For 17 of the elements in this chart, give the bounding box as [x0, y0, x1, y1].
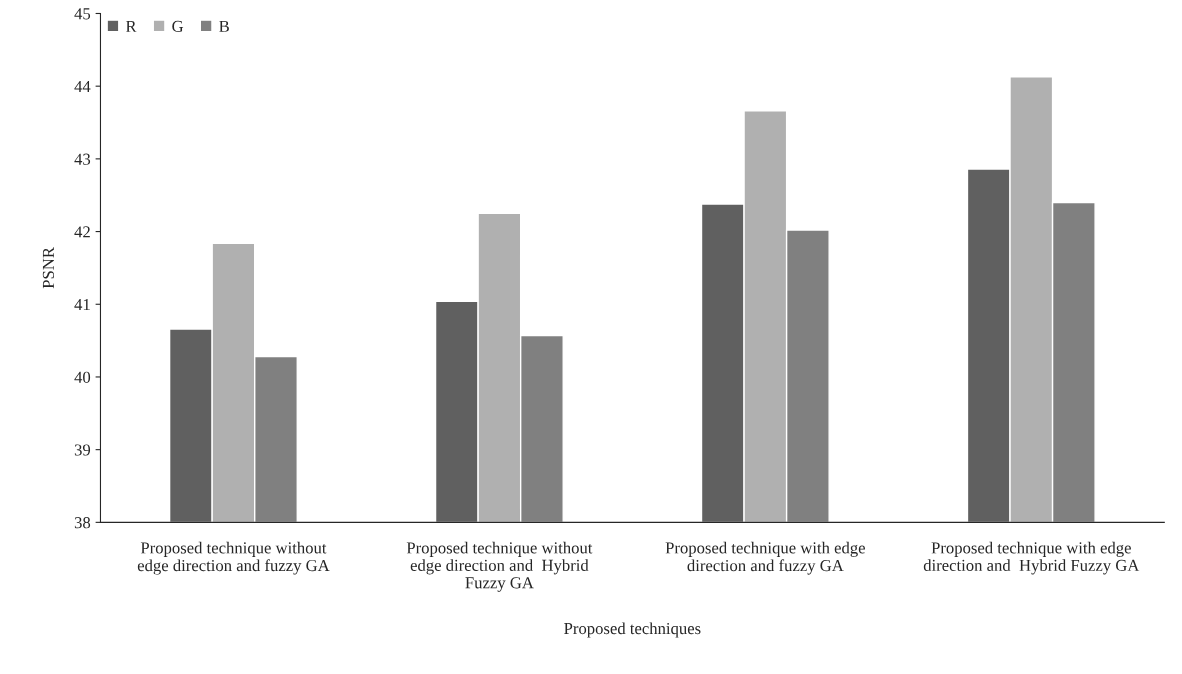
legend-label: B [219, 20, 229, 32]
legend-label: G [172, 20, 184, 32]
x-tick-label: Proposed technique without edge direction and fuzzy GA [137, 541, 330, 575]
y-tick-label: 40 [74, 371, 91, 383]
x-tick-label: Proposed technique without edge direction and Hybrid Fuzzy GA [406, 541, 593, 592]
y-tick-label: 43 [74, 153, 91, 165]
y-tick-label: 38 [74, 517, 91, 529]
y-tick-label: 39 [74, 444, 91, 456]
x-tick-label: Proposed technique with edge direction and Hybrid Fuzzy GA [923, 541, 1140, 575]
y-tick-label: 42 [74, 226, 90, 238]
y-tick-label: 41 [74, 299, 90, 311]
x-tick-label: Proposed technique with edge direction and fuzzy GA [665, 541, 865, 575]
y-tick-label: 44 [74, 80, 91, 92]
y-tick-label: 45 [74, 8, 91, 20]
y-axis-title: PSNR [42, 247, 55, 289]
x-axis-title: Proposed techniques [564, 622, 701, 638]
legend-label: R [125, 20, 137, 32]
